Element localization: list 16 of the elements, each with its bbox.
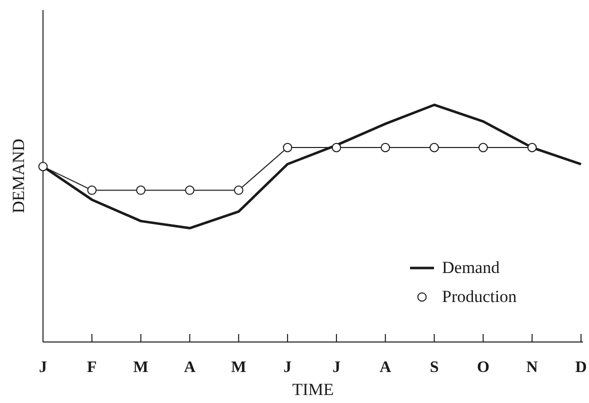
- x-tick-label: D: [575, 359, 587, 376]
- x-tick-label: J: [284, 359, 292, 376]
- y-axis-title: DEMAND: [9, 138, 28, 214]
- x-tick-label: A: [380, 359, 392, 376]
- x-tick-label: M: [231, 359, 246, 376]
- x-tick-label: S: [430, 359, 439, 376]
- x-tick-label: J: [39, 359, 47, 376]
- x-tick-label: F: [87, 359, 98, 376]
- legend-label: Production: [442, 287, 518, 306]
- x-tick-label: A: [184, 359, 196, 376]
- legend-label: Demand: [442, 258, 500, 277]
- x-axis-title: TIME: [292, 380, 334, 399]
- x-tick-label: J: [332, 359, 340, 376]
- x-tick-label: N: [526, 359, 538, 376]
- x-tick-label: M: [133, 359, 148, 376]
- x-tick-label: O: [476, 359, 490, 376]
